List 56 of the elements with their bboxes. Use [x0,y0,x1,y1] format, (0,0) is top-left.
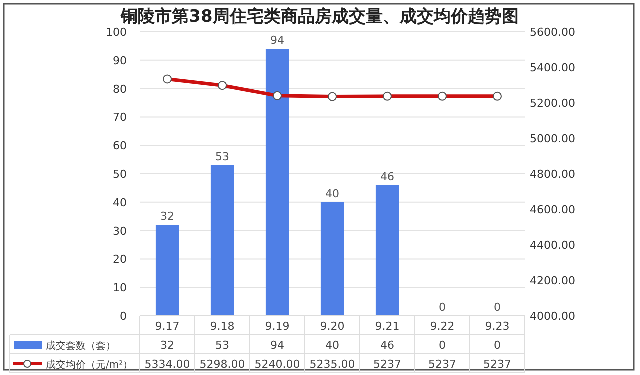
y2-tick-label: 5200.00 [530,97,576,110]
y2-tick-label: 5600.00 [530,26,576,39]
y2-tick-label: 4600.00 [530,204,576,216]
data-label: 0 [439,339,446,352]
y-tick-label: 60 [113,140,127,153]
data-label: 5298.00 [200,358,246,371]
text: 94 [270,34,284,48]
text: 53 [216,150,230,164]
y-tick-label: 100 [106,26,127,39]
legend-label: 成交均价（元/m²） [46,359,134,371]
y-tick-label: 0 [120,310,127,323]
bar [320,202,344,316]
data-label: 32 [160,339,174,352]
y-tick-label: 10 [113,282,127,295]
y-tick-label: 30 [113,224,127,238]
x-tick-label: 9.19 [265,320,290,333]
y2-tick-label: 4800.00 [530,168,576,181]
bar [266,49,290,316]
y-tick-label: 90 [113,54,127,68]
data-label: 5235.00 [310,358,356,371]
data-label: 5237 [374,358,402,371]
y2-tick-label: 4200.00 [530,274,576,288]
y-tick-label: 70 [113,111,127,124]
data-label: 5240.00 [254,358,300,371]
y-tick-label: 80 [113,82,127,96]
x-tick-label: 9.22 [430,320,455,333]
data-label: 5334.00 [144,358,190,371]
legend-label: 成交套数（套） [46,340,116,352]
data-label: 5237 [484,358,512,371]
data-label: 94 [270,339,284,352]
x-tick-label: 9.21 [375,320,400,333]
data-label: 40 [326,339,340,352]
data-label: 46 [380,339,394,352]
data-label: 0 [494,339,501,352]
y-tick-label: 20 [113,253,127,266]
data-label: 5237 [428,358,456,371]
bar [156,225,180,316]
bar [210,165,234,316]
bar [376,185,400,316]
text: 32 [160,210,174,224]
y-tick-label: 40 [113,196,127,210]
x-tick-label: 9.20 [320,320,345,333]
text: 0 [494,301,501,314]
y2-tick-label: 5000.00 [530,132,576,146]
text: 40 [326,187,340,200]
y2-tick-label: 4000.00 [530,310,576,323]
x-tick-label: 9.23 [485,320,510,333]
data-label: 53 [216,339,230,352]
x-tick-label: 9.17 [155,320,180,333]
y2-tick-label: 5400.00 [530,62,576,74]
x-tick-label: 9.18 [210,320,235,333]
y-tick-label: 50 [113,168,127,181]
chart-title: 铜陵市第38周住宅类商品房成交量、成交均价趋势图 [120,7,519,27]
y2-tick-label: 4400.00 [530,239,576,252]
text: 0 [439,301,446,314]
text: 46 [380,170,394,184]
